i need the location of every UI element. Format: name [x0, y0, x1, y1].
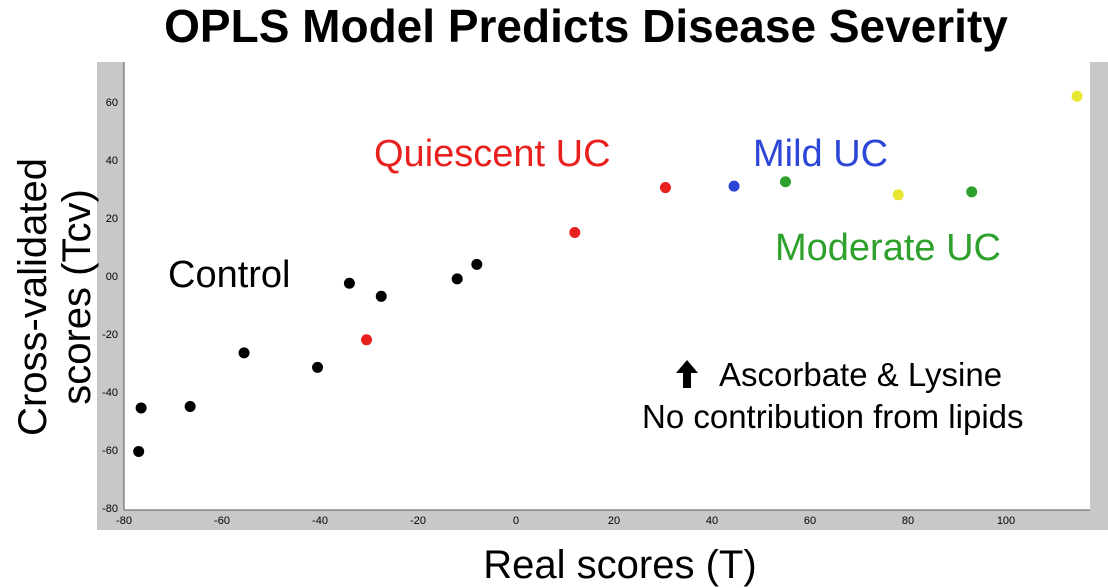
y-axis-label-line1: Cross-validated [11, 158, 55, 436]
y-tick-label: 40 [106, 155, 118, 167]
data-point [1071, 90, 1083, 102]
x-tick-label: -80 [116, 515, 132, 527]
plot-area [124, 62, 1090, 510]
data-point [375, 290, 387, 302]
x-tick-label: 100 [997, 515, 1015, 527]
data-point [659, 182, 671, 194]
x-axis-label: Real scores (T) [483, 543, 756, 587]
y-tick-label: 20 [106, 213, 118, 225]
label-mild-uc: Mild UC [753, 133, 888, 175]
data-point [471, 258, 483, 270]
y-tick-label: 60 [106, 97, 118, 109]
x-tick-label: 80 [902, 515, 914, 527]
data-point [184, 401, 196, 412]
x-tick-label: 0 [513, 515, 519, 527]
data-point [728, 180, 740, 192]
x-tick-label: 60 [804, 515, 816, 527]
data-point [343, 277, 355, 289]
data-point [312, 361, 324, 373]
data-point [892, 189, 904, 201]
up-arrow-icon [676, 360, 698, 388]
data-point [966, 186, 978, 198]
label-quiescent-uc: Quiescent UC [374, 133, 611, 175]
chart-title: OPLS Model Predicts Disease Severity [164, 0, 1008, 52]
note-line-1: Ascorbate & Lysine [719, 356, 1002, 393]
x-tick-label: 20 [608, 515, 620, 527]
label-control: Control [168, 254, 291, 296]
y-tick-label: 00 [106, 271, 118, 283]
axis-ticks: -80 -60 -40 -20 0 20 40 60 80 100 -80 -60 -40 -20 00 20… [102, 97, 1015, 527]
y-axis-label-line2: scores (Tcv) [55, 189, 99, 405]
data-point [780, 176, 791, 188]
label-moderate-uc: Moderate UC [775, 227, 1001, 269]
y-tick-label: -60 [102, 445, 118, 457]
data-point [133, 445, 145, 457]
data-point [361, 334, 373, 346]
data-point [238, 347, 250, 359]
y-tick-label: -20 [102, 329, 118, 341]
x-tick-label: 40 [706, 515, 718, 527]
y-tick-label: -80 [102, 503, 118, 515]
x-tick-label: -40 [312, 515, 328, 527]
data-points [133, 90, 1083, 457]
data-point [569, 227, 581, 238]
data-point [135, 402, 147, 414]
y-axis-label: Cross-validated scores (Tcv) [11, 158, 99, 436]
y-tick-label: -40 [102, 387, 118, 399]
data-point [451, 273, 463, 285]
x-tick-label: -60 [214, 515, 230, 527]
note-line-2: No contribution from lipids [642, 398, 1024, 435]
x-tick-label: -20 [410, 515, 426, 527]
